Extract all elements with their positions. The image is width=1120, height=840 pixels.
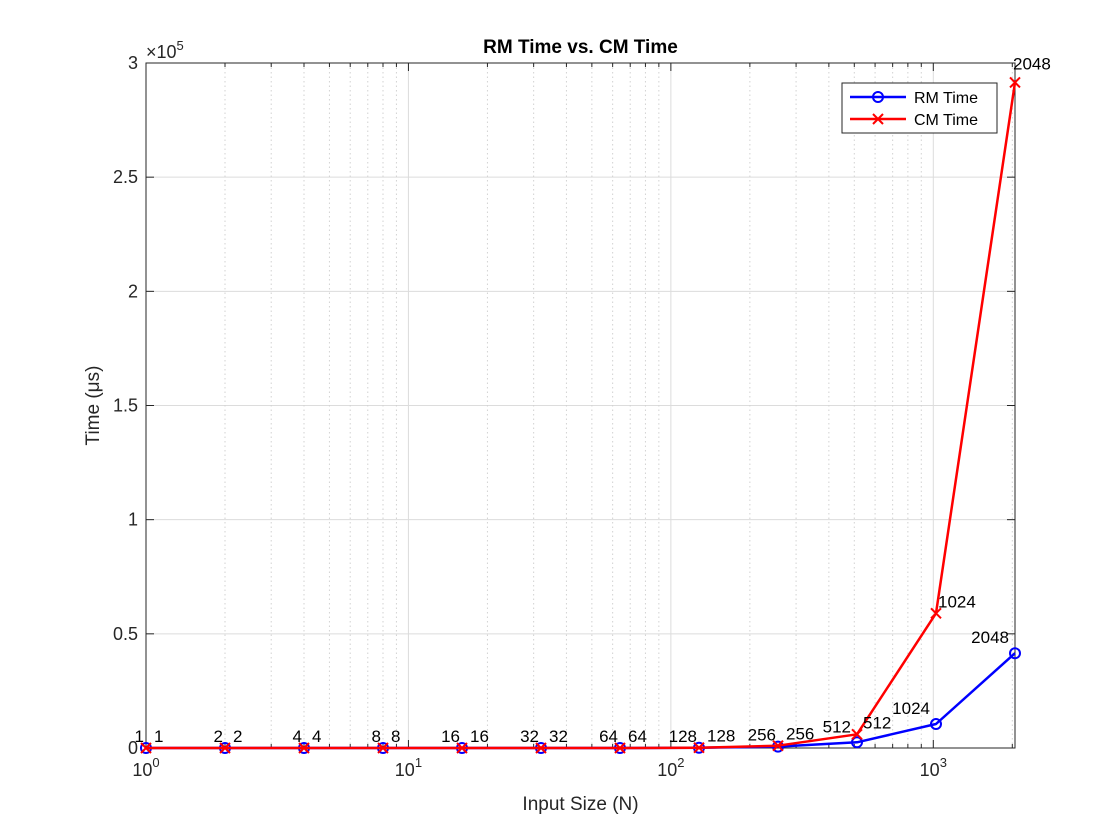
data-label-rm: 32 bbox=[520, 727, 539, 746]
y-tick-label: 1.5 bbox=[113, 396, 138, 416]
grid-lines bbox=[146, 63, 1015, 748]
data-label-rm: 16 bbox=[441, 727, 460, 746]
legend-label: CM Time bbox=[914, 112, 978, 129]
x-tick-base: 10 bbox=[920, 760, 940, 780]
data-label-rm: 1024 bbox=[892, 699, 930, 718]
legend-box bbox=[841, 82, 998, 134]
data-label-rm: 4 bbox=[293, 727, 302, 746]
y-axis-exponent-base: ×10 bbox=[146, 42, 177, 62]
data-label-rm: 2048 bbox=[971, 628, 1009, 647]
data-label-rm: 128 bbox=[669, 727, 697, 746]
data-label-rm: 512 bbox=[823, 717, 851, 736]
data-point bbox=[140, 742, 152, 754]
series-line-rm bbox=[146, 652, 1016, 750]
data-point bbox=[851, 728, 863, 741]
y-tick-label: 2 bbox=[128, 281, 138, 301]
y-axis: 0 0.5 1 1.5 2 2.5 3 bbox=[113, 53, 1015, 758]
x-tick-exponent: 3 bbox=[940, 755, 947, 770]
marker-stroke bbox=[456, 742, 468, 754]
data-label-cm: 4 bbox=[312, 727, 321, 746]
data-label-cm: 8 bbox=[391, 727, 400, 746]
x-tick-base: 10 bbox=[132, 760, 152, 780]
data-label-cm: 32 bbox=[549, 727, 568, 746]
x-tick-label: 103 bbox=[920, 755, 947, 780]
chart-title: RM Time vs. CM Time bbox=[483, 37, 678, 58]
data-point bbox=[851, 736, 863, 749]
y-axis-exponent: ×105 bbox=[146, 38, 184, 62]
data-label-rm: 2 bbox=[214, 727, 223, 746]
legend-marker bbox=[872, 113, 884, 125]
x-tick-label: 102 bbox=[657, 755, 684, 780]
data-point bbox=[456, 742, 468, 754]
y-tick-label: 3 bbox=[128, 53, 138, 73]
marker-stroke bbox=[772, 740, 784, 752]
data-point bbox=[298, 742, 310, 754]
data-point bbox=[930, 718, 942, 731]
data-point bbox=[930, 607, 942, 619]
y-tick-label: 1 bbox=[128, 510, 138, 530]
marker-stroke bbox=[298, 742, 310, 754]
y-tick-label: 0.5 bbox=[113, 624, 138, 644]
marker-stroke bbox=[1009, 76, 1021, 89]
x-tick-exponent: 0 bbox=[152, 755, 159, 770]
marker-stroke bbox=[614, 742, 626, 754]
x-axis: 100 101 102 103 bbox=[132, 63, 1013, 780]
data-label-cm: 64 bbox=[628, 727, 647, 746]
legend-marker bbox=[872, 91, 884, 103]
x-tick-label: 101 bbox=[395, 755, 422, 780]
data-point bbox=[1009, 76, 1021, 89]
data-label-rm: 64 bbox=[599, 727, 618, 746]
data-label-rm: 256 bbox=[748, 726, 776, 745]
data-label-cm: 1024 bbox=[938, 592, 976, 611]
data-point bbox=[772, 740, 784, 752]
series-layer bbox=[140, 76, 1021, 754]
marker-stroke bbox=[219, 742, 231, 754]
x-tick-exponent: 1 bbox=[415, 755, 422, 770]
data-point bbox=[693, 741, 705, 754]
data-point bbox=[377, 742, 389, 754]
y-tick-label: 0 bbox=[128, 738, 138, 758]
marker-stroke bbox=[140, 742, 152, 754]
data-label-cm: 512 bbox=[863, 713, 891, 732]
data-label-cm: 1 bbox=[154, 727, 163, 746]
marker-stroke bbox=[535, 742, 547, 754]
x-axis-label: Input Size (N) bbox=[522, 794, 638, 815]
legend: RM Time CM Time bbox=[841, 82, 998, 134]
x-tick-exponent: 2 bbox=[677, 755, 684, 770]
data-label-rm: 8 bbox=[372, 727, 381, 746]
data-point bbox=[614, 742, 626, 754]
data-labels: 1 1 2 2 4 4 8 8 16 16 32 32 64 64 128 128 256 256 512 51210… bbox=[135, 54, 1051, 746]
y-tick-label: 2.5 bbox=[113, 167, 138, 187]
legend-label: RM Time bbox=[914, 90, 978, 107]
data-label-rm: 1 bbox=[135, 727, 144, 746]
data-point bbox=[219, 742, 231, 754]
series-line-cm bbox=[146, 82, 1017, 750]
x-tick-base: 10 bbox=[395, 760, 415, 780]
x-tick-base: 10 bbox=[657, 760, 677, 780]
marker-stroke bbox=[851, 728, 863, 741]
y-axis-label: Time (μs) bbox=[83, 366, 104, 446]
marker-stroke bbox=[693, 741, 705, 754]
marker-stroke bbox=[377, 742, 389, 754]
data-label-cm: 256 bbox=[786, 725, 814, 744]
y-axis-exponent-power: 5 bbox=[177, 38, 184, 53]
marker-stroke bbox=[930, 607, 942, 619]
data-point bbox=[1009, 647, 1021, 660]
data-label-cm: 2048 bbox=[1013, 54, 1051, 73]
data-label-cm: 16 bbox=[470, 727, 489, 746]
data-label-cm: 128 bbox=[707, 727, 735, 746]
data-point bbox=[535, 742, 547, 754]
x-tick-label: 100 bbox=[132, 755, 159, 780]
data-label-cm: 2 bbox=[233, 727, 242, 746]
